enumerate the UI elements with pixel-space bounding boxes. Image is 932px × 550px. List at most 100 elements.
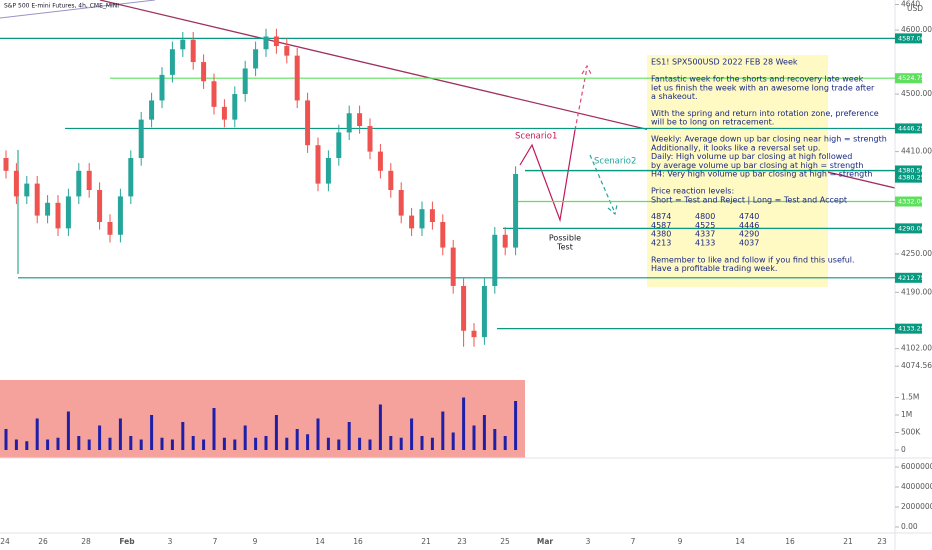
note-table-cell: 4446 — [739, 221, 759, 230]
candle-body — [201, 62, 207, 82]
y-tick-label: 4250.00 — [901, 249, 932, 258]
volume-bar — [181, 422, 185, 450]
candle-body — [24, 183, 30, 197]
candle-body — [492, 234, 498, 286]
volume-bar — [378, 404, 382, 450]
y-tick-label: 4640 — [901, 0, 920, 8]
note-table-cell: 4380 — [651, 230, 671, 239]
volume-background — [0, 380, 525, 458]
note-table-cell: 4337 — [695, 230, 715, 239]
note-line: Have a profitable trading week. — [651, 264, 777, 273]
volume-bar — [254, 437, 258, 450]
candle-body — [232, 94, 238, 120]
volume-bar — [493, 429, 497, 450]
x-tick-label: 23 — [457, 537, 467, 546]
candle-body — [97, 190, 103, 222]
x-tick-label: 25 — [500, 537, 510, 546]
candle-body — [86, 170, 92, 190]
candle-body — [461, 285, 467, 331]
candle-body — [471, 330, 477, 338]
y-tick-label: 1M — [901, 410, 912, 419]
x-tick-label: 3 — [168, 537, 173, 546]
volume-bar — [139, 439, 143, 450]
currency: USD — [907, 4, 923, 13]
level-label-box — [895, 172, 922, 183]
y-tick-label: 500K — [901, 428, 921, 437]
level-label-box — [895, 223, 922, 234]
candle-body — [398, 190, 404, 216]
candle-body — [315, 145, 321, 184]
note-line: With the spring and return into rotation… — [651, 109, 879, 118]
candle-body — [388, 170, 394, 190]
volume-bar — [368, 439, 372, 450]
candle-body — [336, 132, 342, 159]
note-line: Daily: High volume up bar closing at hig… — [651, 152, 852, 161]
volume-bar — [25, 441, 29, 450]
candle-body — [284, 46, 290, 56]
note-line: Additionally, it looks like a reversal s… — [651, 143, 820, 152]
volume-bar — [222, 437, 226, 450]
y-tick-label: 4190.00 — [901, 287, 932, 296]
note-line: Weekly: Average down up bar closing near… — [651, 135, 887, 144]
candle-body — [502, 234, 508, 248]
note-table-cell: 4037 — [739, 239, 759, 248]
x-tick-label: 21 — [421, 537, 431, 546]
candle-body — [377, 151, 383, 171]
volume-bar — [472, 425, 476, 450]
x-tick-label: 9 — [678, 537, 683, 546]
note-line: a shakeout. — [651, 92, 698, 101]
candle-body — [45, 202, 51, 216]
note-table-cell: 4290 — [739, 230, 759, 239]
volume-bar — [46, 439, 50, 450]
x-tick-label: 24 — [0, 537, 10, 546]
candle-body — [65, 196, 71, 229]
candle-body — [325, 158, 331, 184]
volume-bar — [150, 415, 154, 450]
volume-bar — [14, 439, 18, 450]
volume-bar — [306, 434, 310, 450]
y-tick-label: 4102.00 — [901, 344, 932, 353]
x-tick-label: 21 — [843, 537, 853, 546]
volume-bar — [358, 437, 362, 450]
note-line: Remember to like and follow if you find … — [651, 255, 855, 264]
chart-title: S&P 500 E-mini Futures, 4h, CME_MINI — [4, 3, 119, 10]
volume-bar — [389, 436, 393, 450]
annotation: Scenario2 — [594, 157, 636, 167]
volume-bar — [514, 401, 518, 450]
candle-body — [3, 158, 9, 171]
volume-bar — [295, 429, 299, 450]
note-table-cell: 4740 — [739, 212, 759, 221]
level-label: 4380.25 — [898, 174, 925, 182]
candle-body — [513, 174, 519, 248]
scenario1-path — [519, 129, 576, 223]
note-line: by average volume up bar closing at high… — [651, 161, 863, 170]
volume-bar — [66, 411, 70, 450]
level-label-box — [895, 272, 922, 283]
x-tick-label: 14 — [315, 537, 325, 546]
volume-bar — [77, 436, 81, 450]
note-line: Short = Test and Reject | Long = Test an… — [651, 195, 847, 204]
volume-bar — [420, 436, 424, 450]
volume-bar — [430, 437, 434, 450]
candle-body — [190, 39, 196, 63]
volume-bar — [108, 437, 112, 450]
note-table-cell: 4133 — [695, 239, 715, 248]
note-table-cell: 4587 — [651, 221, 671, 230]
volume-bar — [462, 397, 466, 450]
volume-bar — [4, 429, 8, 450]
x-tick-label: 26 — [38, 537, 48, 546]
annotation: Possible — [549, 234, 581, 243]
level-label-box — [895, 73, 922, 84]
y-tick-label: 0 — [901, 445, 906, 454]
note-table-cell: 4213 — [651, 239, 671, 248]
level-label-box — [895, 33, 922, 44]
level-label-box — [895, 165, 922, 176]
candle-body — [13, 170, 19, 197]
candle-body — [357, 113, 363, 127]
candle-body — [159, 74, 165, 101]
x-tick-label: 7 — [631, 537, 636, 546]
level-label: 4380.50 — [898, 166, 925, 174]
y-tick-label: 4600.00 — [901, 25, 932, 34]
y-tick-label: 4500.00 — [901, 89, 932, 98]
